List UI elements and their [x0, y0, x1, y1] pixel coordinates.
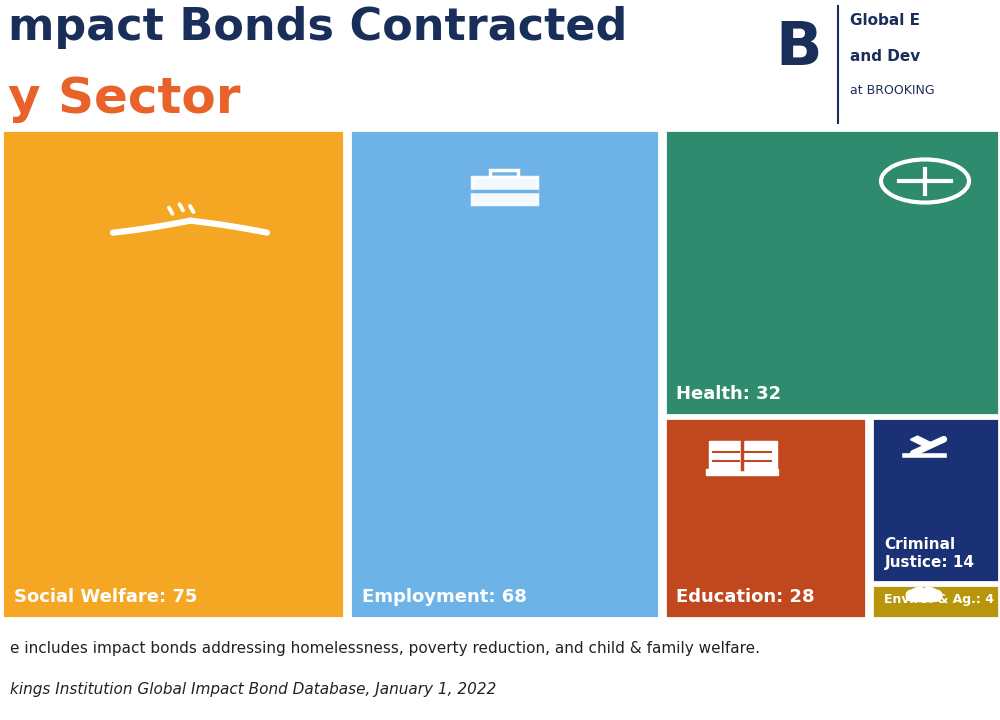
FancyBboxPatch shape	[664, 130, 998, 415]
FancyBboxPatch shape	[350, 130, 658, 618]
Ellipse shape	[924, 588, 936, 592]
FancyBboxPatch shape	[709, 441, 742, 469]
FancyBboxPatch shape	[2, 130, 344, 618]
Text: Health: 32: Health: 32	[676, 385, 782, 403]
Text: B: B	[775, 19, 822, 78]
FancyBboxPatch shape	[744, 441, 777, 469]
Text: Global E: Global E	[850, 13, 920, 28]
Polygon shape	[910, 436, 934, 448]
Text: Enviro. & Ag.: 4: Enviro. & Ag.: 4	[885, 593, 994, 606]
Text: e includes impact bonds addressing homelessness, poverty reduction, and child & : e includes impact bonds addressing homel…	[10, 642, 760, 657]
Text: Employment: 68: Employment: 68	[362, 588, 526, 606]
Text: kings Institution Global Impact Bond Database, January 1, 2022: kings Institution Global Impact Bond Dat…	[10, 682, 496, 697]
FancyBboxPatch shape	[706, 469, 778, 475]
Text: mpact Bonds Contracted: mpact Bonds Contracted	[8, 6, 627, 50]
Ellipse shape	[912, 588, 924, 592]
Text: Criminal
Justice: 14: Criminal Justice: 14	[885, 537, 974, 570]
Text: y Sector: y Sector	[8, 75, 240, 123]
FancyBboxPatch shape	[872, 585, 998, 618]
Text: Education: 28: Education: 28	[676, 588, 815, 606]
Text: at BROOKING: at BROOKING	[850, 84, 935, 97]
FancyBboxPatch shape	[872, 418, 998, 582]
FancyBboxPatch shape	[664, 418, 866, 618]
Text: Social Welfare: 75: Social Welfare: 75	[14, 588, 197, 606]
FancyBboxPatch shape	[472, 177, 536, 204]
Text: and Dev: and Dev	[850, 49, 920, 64]
FancyBboxPatch shape	[906, 590, 942, 602]
